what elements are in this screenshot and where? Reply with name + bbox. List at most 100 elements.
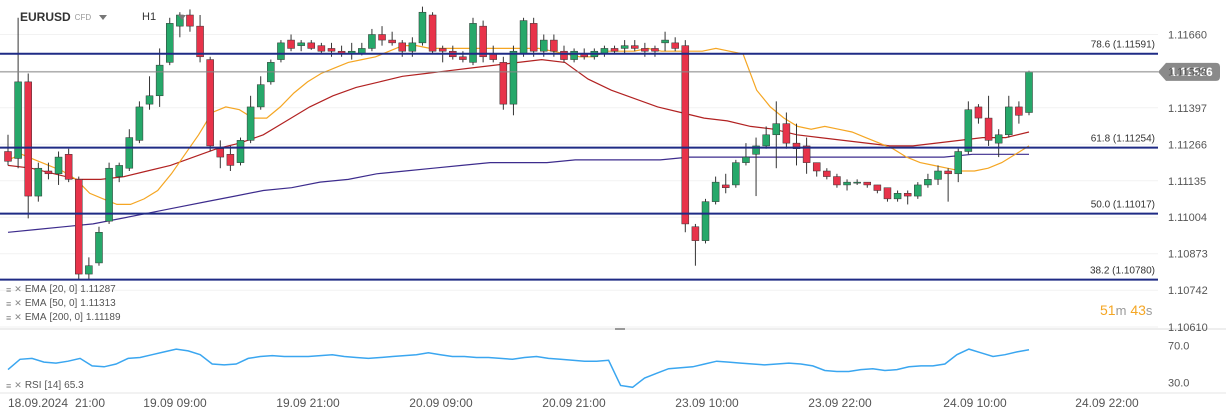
chevron-down-icon	[178, 14, 187, 20]
price-badge	[1158, 62, 1220, 81]
symbol-selector[interactable]: EURUSD CFD	[20, 7, 108, 27]
candle-bull	[509, 50, 518, 105]
candle-bull	[256, 84, 265, 108]
close-icon[interactable]: ✕	[14, 284, 22, 294]
candle-bear	[883, 187, 892, 200]
candle-bear	[489, 53, 497, 60]
indicator-value: 1.11313	[80, 298, 116, 309]
candle-bull	[752, 145, 760, 155]
candle-bull	[155, 64, 164, 97]
indicator-value: 1.11287	[80, 284, 116, 295]
candle-bear	[317, 45, 326, 52]
candle-bear	[24, 81, 32, 197]
indicator-ema50[interactable]: ≡ ✕ EMA [50, 0] 1.11313	[6, 298, 116, 309]
rsi-tick-label: 30.0	[1168, 378, 1189, 390]
candle-bull	[711, 181, 720, 202]
candle-bear	[196, 25, 204, 58]
ema50-path	[7, 58, 1030, 180]
indicator-ema200[interactable]: ≡ ✕ EMA [200, 0] 1.11189	[6, 312, 121, 323]
candle-bull	[469, 23, 477, 63]
close-icon[interactable]: ✕	[14, 380, 22, 390]
candle-bear	[802, 145, 811, 163]
symbol-name: EURUSD	[20, 10, 71, 24]
ema200-line	[7, 153, 1029, 233]
rsi-tick-label: 70.0	[1168, 340, 1189, 352]
grid-lines	[0, 34, 1226, 330]
ema20-path	[7, 44, 1030, 205]
candle-bull	[570, 50, 578, 60]
close-icon[interactable]: ✕	[14, 312, 22, 322]
candle-bear	[792, 142, 801, 149]
price-badge-label: 1.11526	[1170, 65, 1213, 79]
candle-bear	[44, 170, 53, 175]
time-axis[interactable]: 18.09.2024 21:00 19.09 09:00 19.09 21:00 20.…	[0, 392, 1226, 410]
candle-bull	[914, 184, 922, 197]
indicator-params: [50, 0]	[49, 298, 78, 309]
timeframe-label: H1	[142, 11, 157, 23]
candle-bull	[772, 123, 781, 136]
candle-bear	[812, 162, 821, 172]
pane-resize-handle	[615, 328, 625, 330]
x-tick-label: 23.09 10:00	[675, 396, 739, 410]
ema20-line	[7, 44, 1030, 205]
candle-bull	[924, 179, 932, 186]
candle-bear	[974, 106, 983, 119]
candle-bull	[246, 106, 255, 141]
candle-bull	[762, 134, 770, 147]
candle-bull	[14, 81, 22, 159]
y-tick-label: 1.11528	[1168, 66, 1207, 78]
candle-bear	[903, 193, 912, 197]
candle-bear	[216, 148, 225, 158]
candle-bull	[297, 42, 305, 46]
candle-bull	[125, 137, 134, 169]
candle-bull	[934, 170, 942, 180]
list-icon[interactable]: ≡	[6, 312, 12, 323]
y-tick-label: 1.11397	[1168, 103, 1207, 115]
candle-bear	[226, 154, 235, 166]
candle-bear	[529, 23, 538, 52]
instrument-type: CFD	[74, 12, 92, 22]
candle-bear	[327, 48, 336, 52]
candle-bull	[277, 42, 285, 60]
list-icon[interactable]: ≡	[6, 380, 12, 391]
fib-label: 50.0 (1.11017)	[1091, 200, 1155, 211]
indicator-params: [20, 0]	[49, 284, 78, 295]
candle-bear	[378, 34, 386, 41]
candle-bear	[499, 62, 508, 105]
candle-bear	[610, 48, 619, 52]
countdown-minutes: 51	[1100, 302, 1116, 318]
candle-bull	[165, 23, 174, 63]
y-tick-label: 1.10873	[1168, 249, 1208, 261]
fib-label: 61.8 (1.11254)	[1091, 134, 1155, 145]
fib-label: 78.6 (1.11591)	[1091, 40, 1155, 51]
candle-bull	[368, 34, 376, 49]
indicator-ema20[interactable]: ≡ ✕ EMA [20, 0] 1.11287	[6, 284, 116, 295]
candle-bull	[661, 39, 669, 44]
indicator-params: [200, 0]	[49, 312, 83, 323]
candle-bull	[408, 42, 417, 52]
candles	[4, 6, 1033, 280]
y-tick-label: 1.11660	[1168, 30, 1207, 42]
x-tick-label: 20.09 09:00	[409, 396, 473, 410]
timeframe-selector[interactable]: H1	[142, 7, 187, 27]
candle-bear	[459, 56, 467, 60]
candle-bear	[671, 42, 679, 49]
candle-bear	[186, 14, 194, 27]
x-tick-label: 24.09 10:00	[943, 396, 1007, 410]
ema200-path	[7, 153, 1029, 233]
y-tick-label: 1.11004	[1168, 212, 1207, 224]
candle-bear	[398, 42, 406, 52]
indicator-value: 65.3	[64, 380, 84, 391]
close-icon[interactable]: ✕	[14, 298, 22, 308]
candle-countdown: 51m 43s	[1100, 302, 1152, 318]
indicator-rsi[interactable]: ≡ ✕ RSI [14] 65.3	[6, 380, 84, 391]
price-axis[interactable]: 1.11660 1.11528 1.11397 1.11266 1.11135 1.110…	[1168, 30, 1208, 335]
rsi-pane: 70.0 30.0	[7, 340, 1189, 390]
candle-bear	[550, 39, 558, 52]
list-icon[interactable]: ≡	[6, 284, 12, 295]
list-icon[interactable]: ≡	[6, 298, 12, 309]
y-tick-label: 1.11135	[1168, 176, 1206, 188]
candle-bull	[135, 106, 144, 141]
y-tick-label: 1.10610	[1168, 322, 1208, 334]
